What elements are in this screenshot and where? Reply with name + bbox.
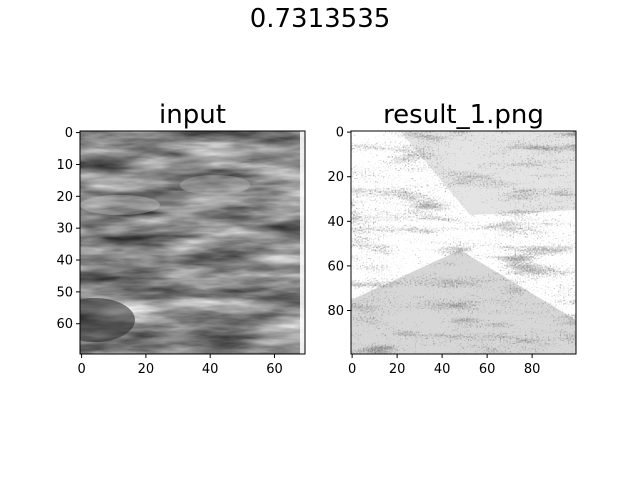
result-y-tick-label: 60 [327, 259, 344, 274]
result-axes-frame [350, 130, 577, 355]
input-x-tick-label: 0 [77, 362, 85, 377]
input-y-tick-label: 20 [56, 190, 73, 205]
result-panel-title: result_1.png [383, 100, 544, 130]
result-image [351, 131, 576, 354]
result-x-tick-label: 0 [348, 362, 356, 377]
input-y-tick-label: 60 [56, 317, 73, 332]
input-y-tick-label: 40 [56, 254, 73, 269]
input-y-ticks: 0 10 20 30 40 50 60 [56, 126, 80, 332]
result-x-tick-label: 20 [389, 362, 406, 377]
result-y-tick-label: 20 [327, 170, 344, 185]
input-panel-title: input [159, 100, 226, 130]
figure-suptitle: 0.7313535 [249, 4, 391, 34]
input-x-ticks: 0 20 40 60 [77, 354, 283, 377]
result-y-ticks: 0 20 40 60 80 [327, 126, 351, 319]
result-panel: result_1.png 0 20 40 60 80 0 20 40 60 80 [327, 100, 577, 377]
result-x-tick-label: 60 [479, 362, 496, 377]
input-y-tick-label: 50 [56, 285, 73, 300]
result-y-tick-label: 80 [327, 304, 344, 319]
input-y-tick-label: 0 [65, 126, 73, 141]
input-panel: input 0 20 40 60 0 10 20 30 40 50 60 [56, 100, 306, 377]
result-x-tick-label: 80 [524, 362, 541, 377]
input-x-tick-label: 40 [202, 362, 219, 377]
input-x-tick-label: 20 [138, 362, 155, 377]
result-y-tick-label: 40 [327, 215, 344, 230]
input-x-tick-label: 60 [266, 362, 283, 377]
input-axes-frame [79, 130, 306, 355]
result-y-tick-label: 0 [336, 126, 344, 141]
result-x-ticks: 0 20 40 60 80 [348, 354, 540, 377]
result-x-tick-label: 40 [434, 362, 451, 377]
input-y-tick-label: 30 [56, 222, 73, 237]
input-image [80, 131, 305, 354]
input-y-tick-label: 10 [56, 158, 73, 173]
